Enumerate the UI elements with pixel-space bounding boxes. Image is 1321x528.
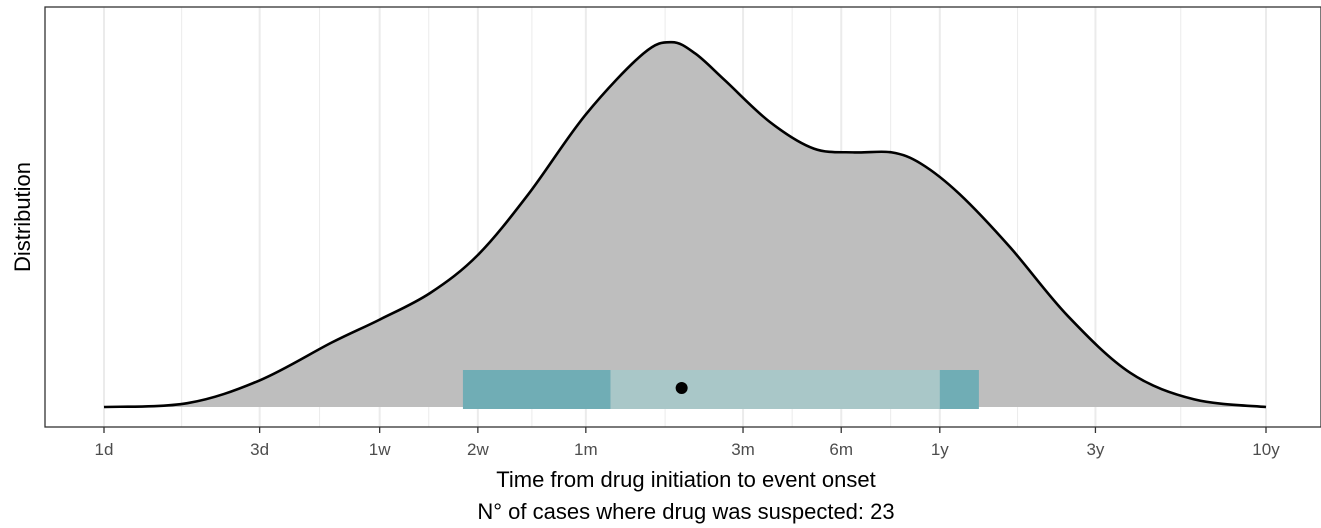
x-tick-label: 3y: [1086, 440, 1104, 459]
density-layer: [103, 40, 1267, 409]
panel-border: [44, 6, 1321, 428]
x-tick-label: 1d: [95, 440, 114, 459]
x-tick-label: 3m: [731, 440, 755, 459]
range-bar: [462, 370, 979, 409]
x-tick-label: 1w: [369, 440, 391, 459]
density-line: [103, 40, 1267, 409]
x-tick-label: 10y: [1252, 440, 1280, 459]
inner-range-bar: [610, 370, 940, 409]
density-area: [104, 42, 1266, 407]
x-tick-label: 1y: [931, 440, 949, 459]
x-tick-label: 2w: [467, 440, 489, 459]
x-axis: 1d 3d 1w 2w 1m 3m 6m 1y 3y 10y: [95, 427, 1280, 459]
x-tick-label: 6m: [829, 440, 853, 459]
median-point: [675, 382, 688, 394]
case-count-caption: N° of cases where drug was suspected: 23: [477, 499, 894, 524]
x-tick-label: 3d: [250, 440, 269, 459]
x-axis-title: Time from drug initiation to event onset: [496, 467, 875, 492]
y-axis-title: Distribution: [10, 162, 35, 272]
x-tick-label: 1m: [574, 440, 598, 459]
